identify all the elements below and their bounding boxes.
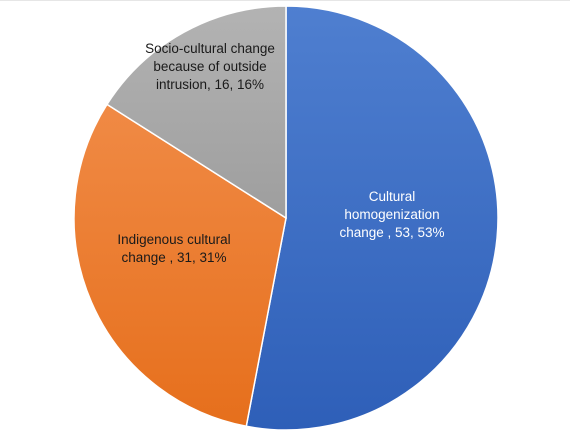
data-label-line: Socio-cultural change — [145, 41, 275, 56]
data-label-line: because of outside — [153, 59, 266, 74]
data-label-cultural-homogenization-change: Cultural homogenization change , 53, 53% — [339, 189, 444, 240]
data-label-line: change , 53, 53% — [339, 225, 444, 240]
data-label-indigenous-cultural-change: Indigenous cultural change , 31, 31% — [117, 232, 230, 265]
pie-slice-cultural-homogenization-change — [245, 5, 499, 431]
pie-slice-socio-cultural-change-because-of-outside-intrusion — [105, 5, 287, 220]
data-label-line: Indigenous cultural — [117, 232, 230, 247]
data-label-line: change , 31, 31% — [121, 250, 226, 265]
data-label-line: intrusion, 16, 16% — [156, 77, 264, 92]
data-label-line: Cultural — [369, 189, 416, 204]
data-label-line: homogenization — [344, 207, 439, 222]
data-label-socio-cultural-change-because-of-outside-intrusion: Socio-cultural change because of outside i… — [145, 41, 275, 92]
